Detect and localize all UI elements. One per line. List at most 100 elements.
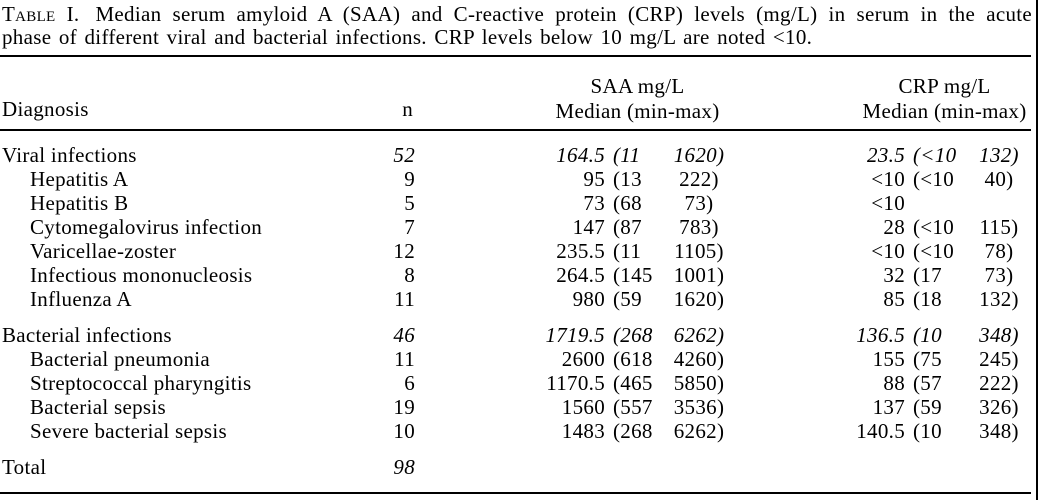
- diagnosis-cell: Hepatitis A: [30, 167, 129, 191]
- saa-minmax-cell: (465 5850): [605, 371, 728, 395]
- table-row: Influenza A 11 980 (59 1620) 85 (18 132): [0, 287, 1040, 311]
- crp-median-cell: 32: [883, 263, 905, 287]
- table-row: Hepatitis B 5 73 (68 73) <10: [0, 191, 1040, 215]
- caption-line-1: Table I. Median serum amyloid A (SAA) and…: [2, 3, 1032, 26]
- bottom-rule: [0, 492, 1031, 494]
- crp-max-value: 326): [979, 395, 1019, 419]
- table-number-label: Table I.: [2, 2, 80, 26]
- n-cell: 6: [404, 371, 415, 395]
- top-rule: [0, 55, 1031, 57]
- table-row: Bacterial sepsis 19 1560 (557 3536) 137 …: [0, 395, 1040, 419]
- header-rule: [0, 129, 1031, 131]
- crp-max-value: 132): [979, 287, 1019, 311]
- crp-minmax-cell: (17 73): [905, 263, 1028, 287]
- caption-line-2: phase of different viral and bacterial i…: [2, 25, 813, 49]
- crp-median-cell: <10: [871, 191, 905, 215]
- crp-max-value: 222): [979, 371, 1019, 395]
- diagnosis-cell: Bacterial pneumonia: [30, 347, 211, 371]
- crp-max-value: 73): [984, 263, 1014, 287]
- crp-stat-label: Median (min-max): [862, 99, 1027, 123]
- saa-minmax-cell: (618 4260): [605, 347, 728, 371]
- table-row: Cytomegalovirus infection 7 147 (87 783)…: [0, 215, 1040, 239]
- saa-median-cell: 264.5: [556, 263, 605, 287]
- crp-column-header: CRP mg/L Median (min-max): [796, 74, 1040, 124]
- n-cell: 8: [404, 263, 415, 287]
- saa-max-value: 1620): [673, 287, 725, 311]
- crp-minmax-cell: (<10 40): [905, 167, 1028, 191]
- table-row: Infectious mononucleosis 8 264.5 (145 10…: [0, 263, 1040, 287]
- saa-min-value: (618: [613, 347, 653, 371]
- saa-min-value: (87: [613, 215, 642, 239]
- n-cell: 52: [393, 143, 415, 167]
- diagnosis-cell: Cytomegalovirus infection: [30, 215, 263, 239]
- n-cell: 5: [404, 191, 415, 215]
- saa-minmax-cell: (68 73): [605, 191, 728, 215]
- saa-max-value: 1105): [674, 239, 724, 263]
- crp-min-value: (<10: [913, 215, 955, 239]
- diagnosis-cell: Infectious mononucleosis: [30, 263, 253, 287]
- table-row: Severe bacterial sepsis 10 1483 (268 626…: [0, 419, 1040, 443]
- crp-max-value: 245): [979, 347, 1019, 371]
- table-row: Varicellae-zoster 12 235.5 (11 1105) <10…: [0, 239, 1040, 263]
- crp-unit-label: CRP mg/L: [898, 74, 991, 98]
- crp-max-value: [970, 455, 1028, 479]
- crp-minmax-cell: (<10 132): [905, 143, 1028, 167]
- saa-minmax-cell: (11 1105): [605, 239, 728, 263]
- column-headers: Diagnosis n SAA mg/L Median (min-max) CR…: [0, 57, 1040, 129]
- table-row: Streptococcal pharyngitis 6 1170.5 (465 …: [0, 371, 1040, 395]
- caption-text: Median serum amyloid A (SAA) and C-react…: [95, 2, 1032, 26]
- crp-median-cell: 23.5: [867, 143, 905, 167]
- saa-min-value: (11: [613, 239, 642, 263]
- saa-max-value: 4260): [673, 347, 725, 371]
- saa-median-cell: 235.5: [556, 239, 605, 263]
- saa-min-value: (145: [613, 263, 653, 287]
- saa-median-cell: 1170.5: [546, 371, 605, 395]
- saa-max-value: 222): [679, 167, 719, 191]
- crp-min-value: (<10: [913, 239, 955, 263]
- diagnosis-cell: Streptococcal pharyngitis: [30, 371, 252, 395]
- n-cell: 10: [393, 419, 415, 443]
- diagnosis-cell: Varicellae-zoster: [30, 239, 177, 263]
- saa-minmax-cell: (145 1001): [605, 263, 728, 287]
- crp-median-cell: 28: [883, 215, 905, 239]
- crp-max-value: 78): [984, 239, 1014, 263]
- n-cell: 7: [404, 215, 415, 239]
- diagnosis-cell: Severe bacterial sepsis: [30, 419, 227, 443]
- table-row: Viral infections 52 164.5 (11 1620) 23.5…: [0, 143, 1040, 167]
- saa-min-value: (465: [613, 371, 653, 395]
- saa-max-value: 6262): [673, 419, 725, 443]
- crp-median-cell: 85: [883, 287, 905, 311]
- saa-unit-label: SAA mg/L: [590, 74, 685, 98]
- saa-minmax-cell: (13 222): [605, 167, 728, 191]
- saa-column-header: SAA mg/L Median (min-max): [489, 74, 786, 124]
- saa-minmax-cell: (59 1620): [605, 287, 728, 311]
- saa-minmax-cell: (557 3536): [605, 395, 728, 419]
- crp-median-cell: <10: [871, 167, 905, 191]
- saa-min-value: (557: [613, 395, 653, 419]
- crp-minmax-cell: (18 132): [905, 287, 1028, 311]
- crp-max-value: 115): [979, 215, 1019, 239]
- crp-min-value: (10: [913, 419, 942, 443]
- saa-minmax-cell: (268 6262): [605, 323, 728, 347]
- n-cell: 19: [393, 395, 415, 419]
- saa-median-cell: 73: [583, 191, 605, 215]
- n-column-header: n: [402, 97, 413, 121]
- crp-median-cell: [728, 455, 905, 479]
- saa-median-cell: 164.5: [556, 143, 605, 167]
- crp-max-value: 132): [979, 143, 1019, 167]
- crp-min-value: (57: [913, 371, 942, 395]
- crp-median-cell: 136.5: [856, 323, 905, 347]
- saa-median-cell: 1483: [561, 419, 605, 443]
- saa-minmax-cell: (87 783): [605, 215, 728, 239]
- crp-min-value: (<10: [913, 167, 955, 191]
- saa-minmax-cell: (11 1620): [605, 143, 728, 167]
- diagnosis-cell: Bacterial sepsis: [30, 395, 167, 419]
- saa-minmax-cell: [605, 455, 728, 479]
- crp-min-value: (59: [913, 395, 942, 419]
- saa-min-value: (13: [613, 167, 642, 191]
- table-caption: Table I. Median serum amyloid A (SAA) and…: [0, 0, 1032, 49]
- saa-minmax-cell: (268 6262): [605, 419, 728, 443]
- diagnosis-column-header: Diagnosis: [2, 97, 89, 121]
- saa-max-value: 1001): [673, 263, 725, 287]
